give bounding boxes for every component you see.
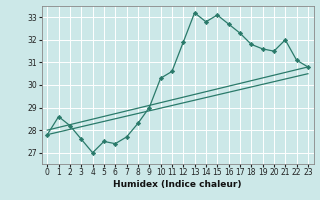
X-axis label: Humidex (Indice chaleur): Humidex (Indice chaleur) [113, 180, 242, 189]
